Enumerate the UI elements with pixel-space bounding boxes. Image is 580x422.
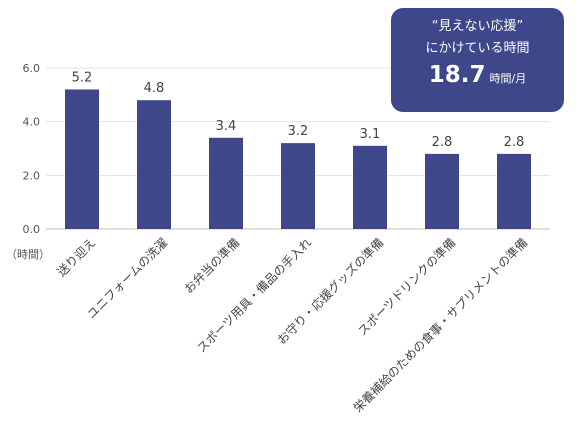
callout-title: “見えない応援” bbox=[431, 19, 524, 34]
bar bbox=[281, 143, 315, 229]
callout-unit: 時間/月 bbox=[489, 72, 527, 85]
bar bbox=[209, 137, 243, 229]
bar-value-label: 3.1 bbox=[360, 127, 381, 142]
bar bbox=[497, 153, 531, 229]
callout-value-row: 18.7 時間/月 bbox=[391, 62, 564, 88]
bar-value-label: 2.8 bbox=[432, 135, 453, 150]
bar bbox=[353, 145, 387, 229]
bar-value-label: 3.2 bbox=[288, 124, 309, 139]
bar-value-label: 2.8 bbox=[504, 135, 525, 150]
bar bbox=[65, 89, 99, 229]
category-label: ユニフォームの洗濯 bbox=[84, 235, 170, 321]
bar-value-label: 5.2 bbox=[72, 70, 93, 85]
bar-value-label: 3.4 bbox=[216, 119, 237, 134]
y-tick-label: 4.0 bbox=[23, 116, 41, 129]
y-tick-label: 2.0 bbox=[23, 169, 41, 182]
bar-value-label: 4.8 bbox=[144, 81, 165, 96]
category-label: お弁当の準備 bbox=[181, 235, 243, 297]
callout-value: 18.7 bbox=[428, 62, 486, 88]
category-label: スポーツ用具・備品の手入れ bbox=[194, 235, 315, 356]
y-tick-label: 0.0 bbox=[23, 223, 41, 236]
total-time-callout: “見えない応援” にかけている時間 18.7 時間/月 bbox=[391, 8, 564, 112]
callout-subtitle: にかけている時間 bbox=[425, 41, 530, 56]
bar bbox=[137, 100, 171, 229]
y-tick-label: 6.0 bbox=[23, 62, 41, 75]
category-label: 送り迎え bbox=[54, 235, 99, 280]
bar bbox=[425, 153, 459, 229]
y-unit-label: （時間） bbox=[6, 248, 50, 261]
